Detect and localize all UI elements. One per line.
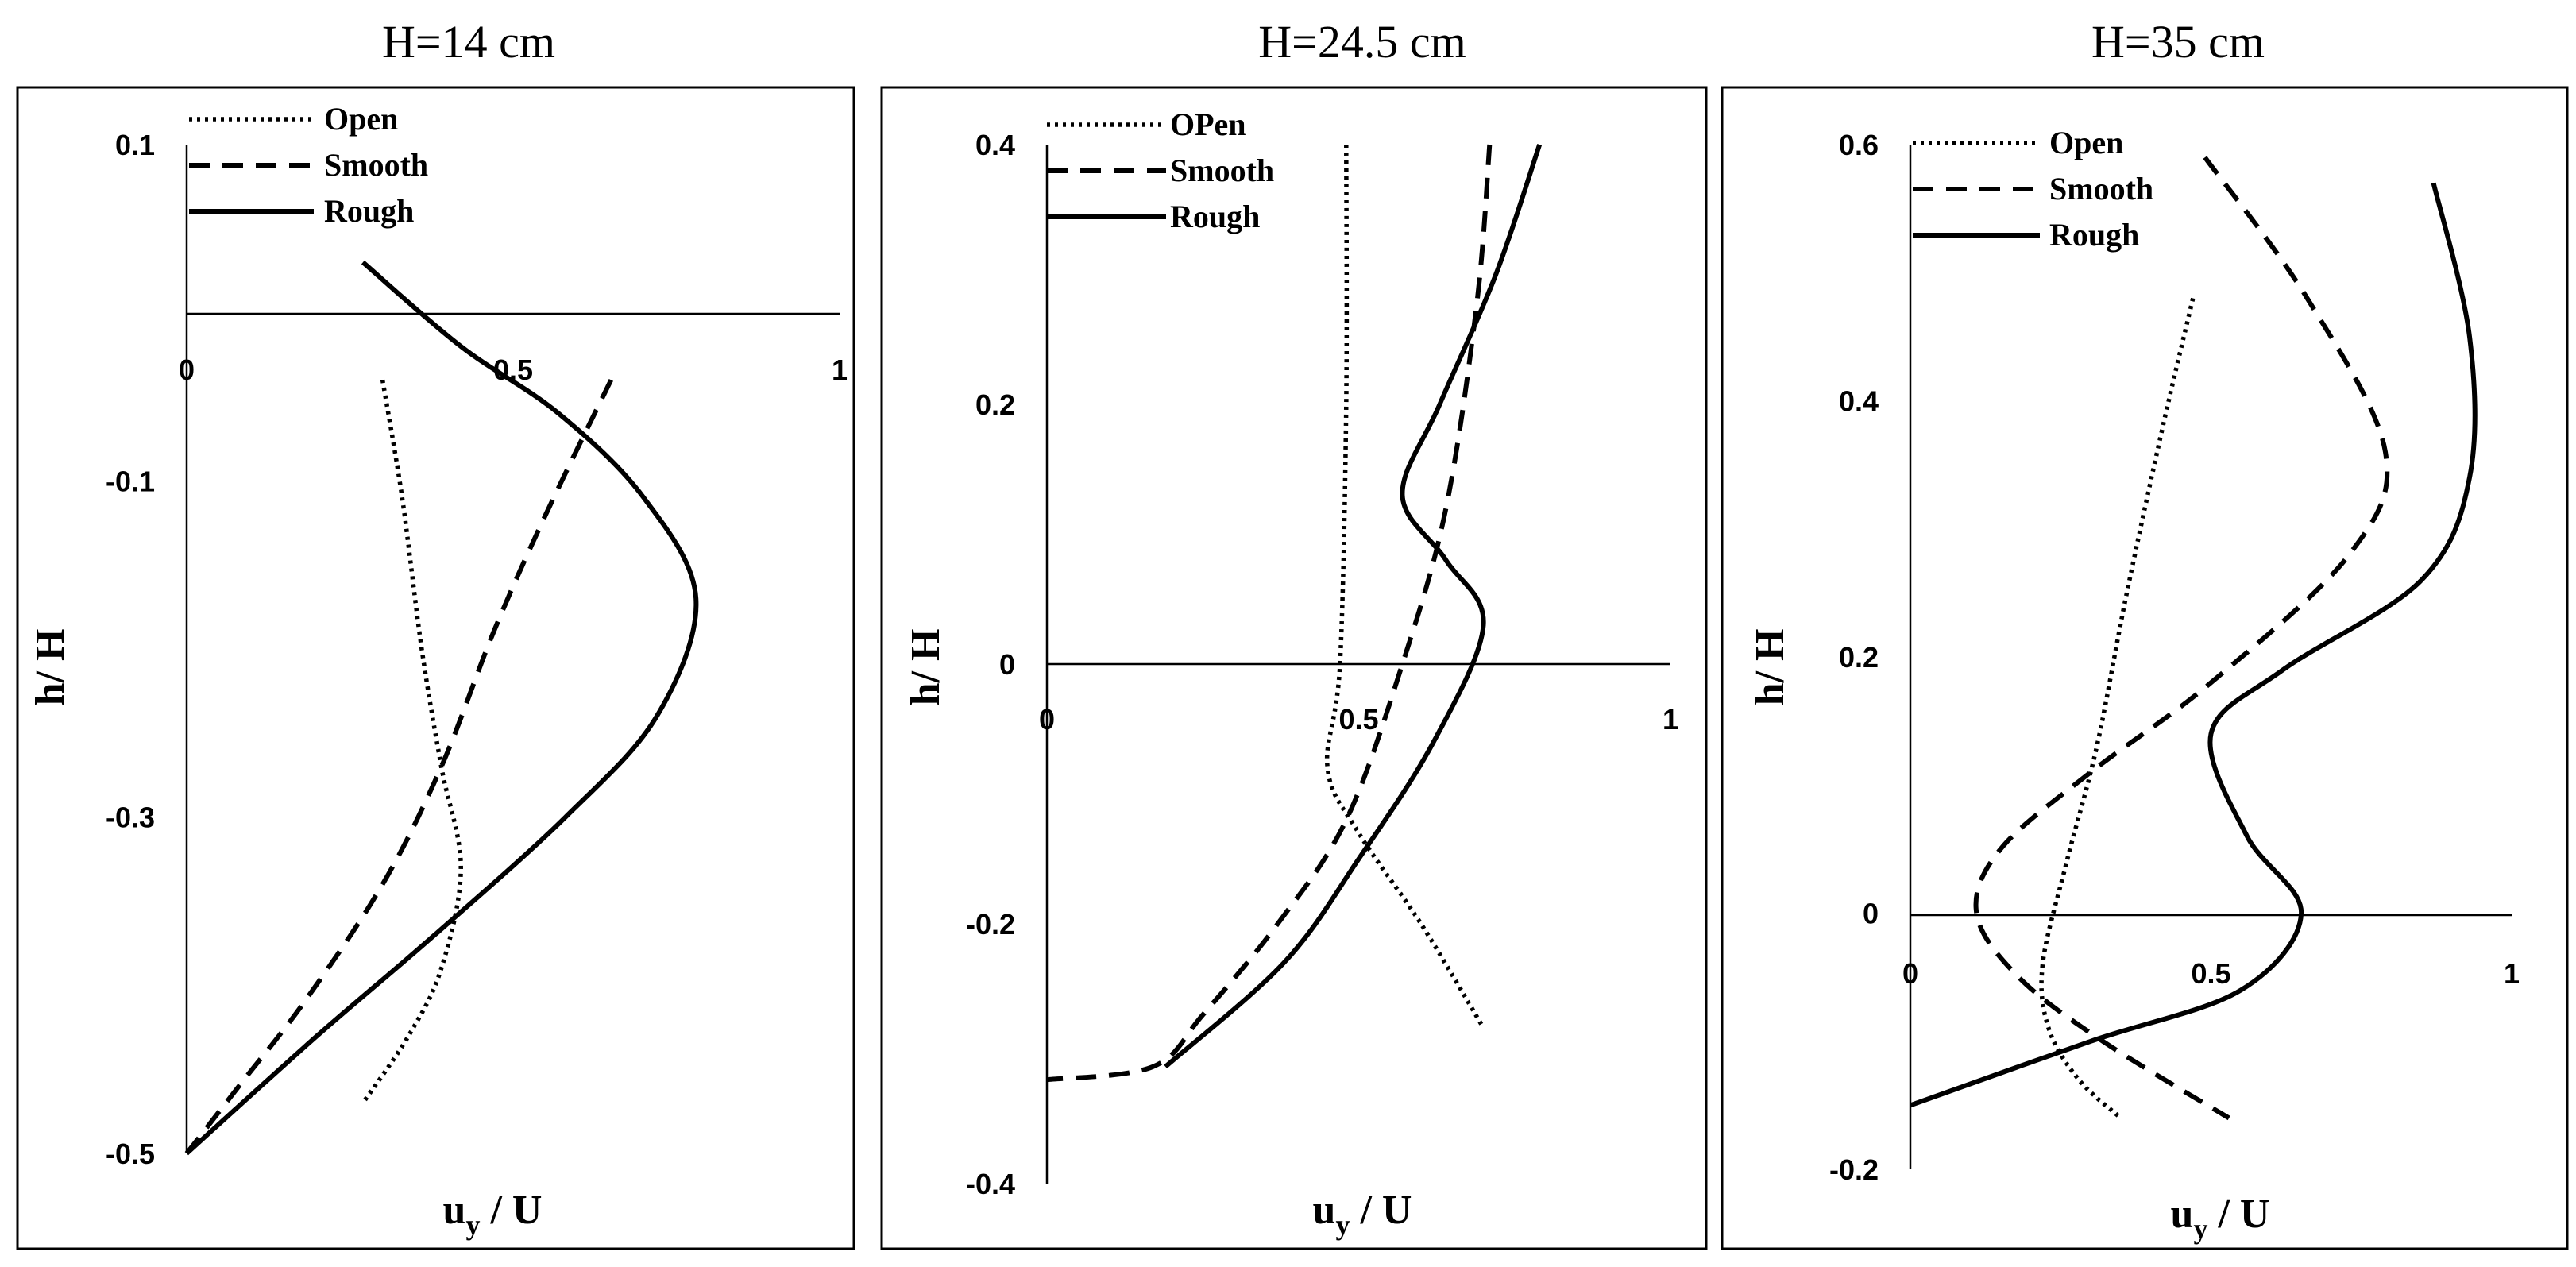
series-open-line [2039,297,2196,1120]
panel-1-title: H=14 cm [382,16,555,68]
series-rough-line [1909,182,2478,1108]
series-open-line [361,379,463,1105]
y-tick-label: 0.1 [115,129,155,161]
panel-2-y-axis-label: h/ H [903,629,948,706]
series-rough-line [184,260,699,1156]
legend-label-rough: Rough [1170,199,1260,234]
panel-1-frame [16,86,855,1250]
y-tick-label: 0.4 [1839,385,1879,418]
legend-label-open: Open [2049,125,2123,160]
y-tick-label: 0 [1863,898,1879,930]
panel-1-y-axis-label: h/ H [28,629,73,706]
x-tick-label: 0.5 [1338,703,1378,736]
panel-2-frame [880,86,1708,1250]
x-tick-label: 1 [2504,957,2520,990]
series-smooth-line [1973,156,2390,1121]
y-tick-label: -0.2 [966,908,1015,941]
x-tick-label: 1 [832,353,848,386]
x-tick-label: 0.5 [2191,957,2230,990]
chart-panel-2: H=24.5 cm 0.4 0.2 0 -0.2 -0.4 0 0.5 1 uy / U h/ H O… [880,16,1708,1250]
legend-label-rough: Rough [2049,217,2139,253]
y-tick-label: 0.2 [1839,641,1879,674]
legend-label-rough: Rough [324,193,414,229]
panel-3-x-axis-label: uy / U [2171,1192,2270,1245]
series-rough-line [1164,144,1543,1069]
panel-2-title: H=24.5 cm [1258,16,1466,68]
y-tick-label: -0.3 [106,802,155,834]
x-tick-label: 0 [1902,957,1918,990]
legend-label-smooth: Smooth [324,147,428,183]
y-tick-label: -0.2 [1829,1153,1879,1186]
chart-panel-3: H=35 cm 0.6 0.4 0.2 0 -0.2 0 0.5 1 uy / U h/ H Open… [1721,16,2569,1250]
legend-label-open: Open [324,101,398,137]
legend-label-smooth: Smooth [1170,153,1274,188]
y-tick-label: -0.4 [966,1168,1015,1200]
x-tick-label: 0 [179,353,195,386]
legend-label-open: OPen [1170,106,1246,142]
y-tick-label: 0.6 [1839,129,1879,161]
x-tick-label: 1 [1663,703,1678,736]
x-tick-label: 0 [1039,703,1055,736]
panel-2-x-axis-label: uy / U [1313,1188,1412,1241]
y-tick-label: 0.4 [975,129,1015,161]
series-open-line [1324,144,1485,1029]
series-smooth-line [184,378,614,1155]
panel-3-title: H=35 cm [2091,16,2265,68]
y-tick-label: 0 [999,648,1015,681]
chart-panel-1: H=14 cm0.1-0.1-0.3-0.50 0.5 1uy / Uh/ HOpe… [16,16,855,1250]
panel-3-y-axis-label: h/ H [1748,629,1793,706]
y-tick-label: -0.5 [106,1138,155,1170]
legend-label-smooth: Smooth [2049,171,2153,207]
panel-3-frame [1721,86,2569,1250]
panel-1-x-axis-label: uy / U [443,1188,543,1241]
y-tick-label: -0.1 [106,465,155,497]
y-tick-label: 0.2 [975,388,1015,421]
series-smooth-line [1046,144,1493,1083]
